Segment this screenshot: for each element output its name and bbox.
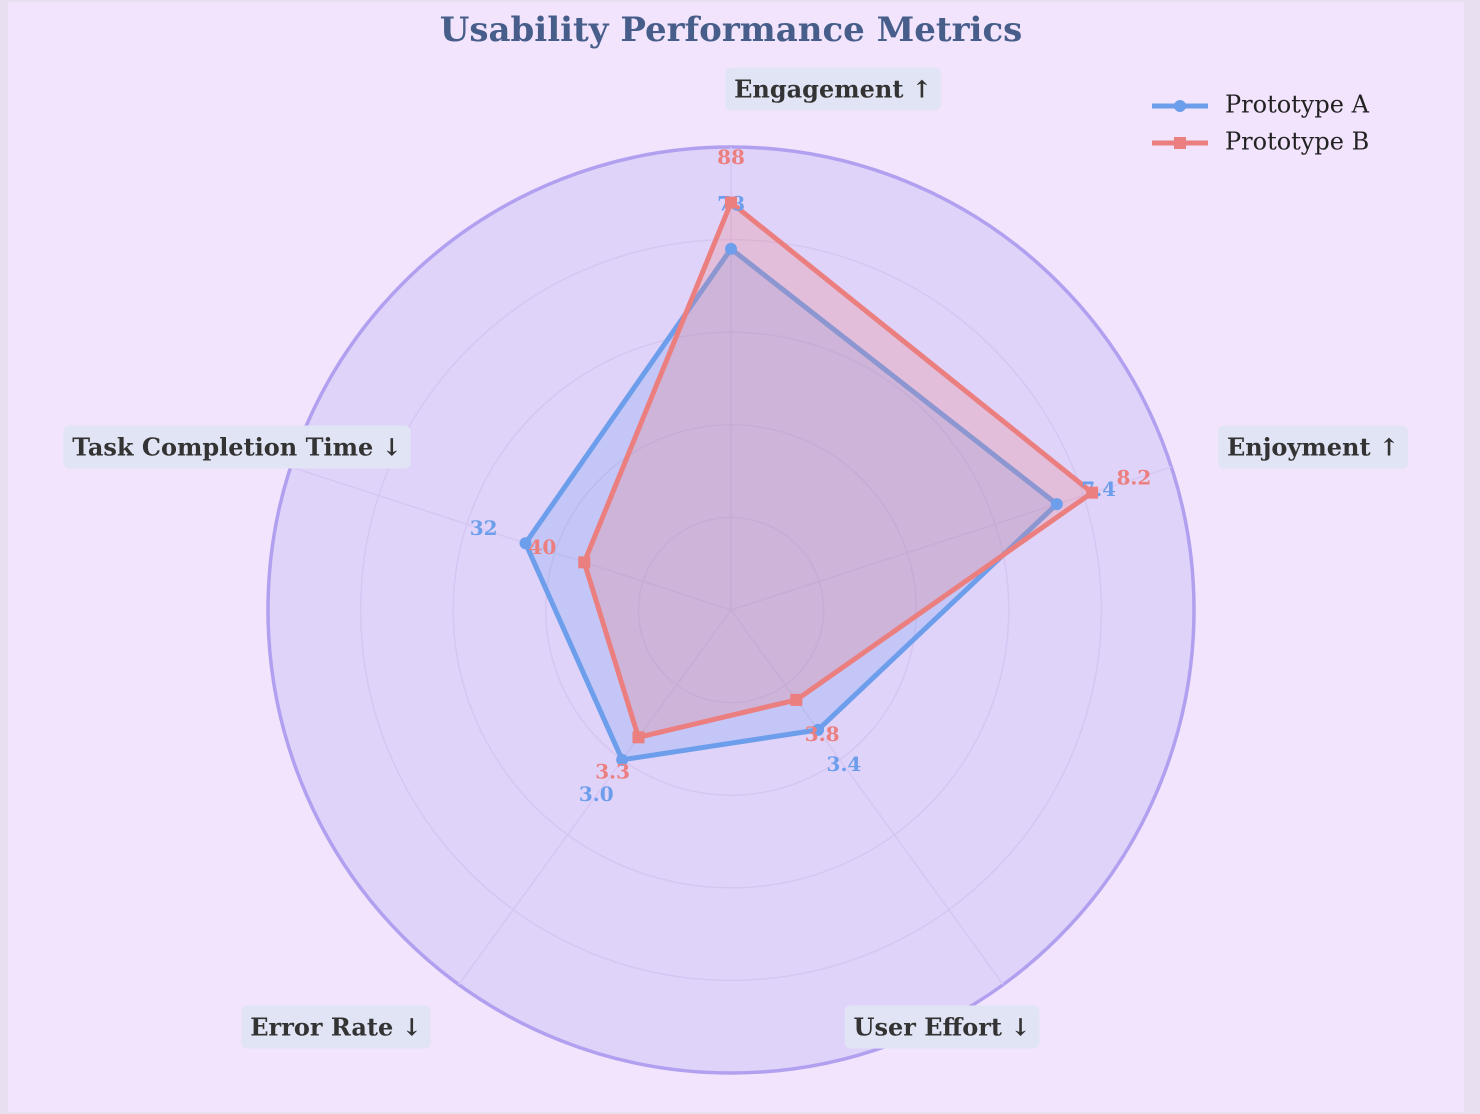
axis-label-group: Enjoyment ↑ [1217,425,1409,469]
axis-label-group: Engagement ↑ [725,67,941,111]
data-point [725,242,737,255]
data-point [519,537,532,550]
data-point [1050,498,1063,511]
axis-label-box [844,1005,1040,1049]
axis-label: Engagement ↑ [734,75,932,104]
value-label: 32 [470,516,498,540]
axis-label-group: Task Completion Time ↓ [63,425,411,469]
axis-spoke [458,609,732,986]
axis-label-box [1217,425,1409,469]
chart-title: Usability Performance Metrics [440,10,1023,50]
data-point [578,556,591,569]
axis-label-group: User Effort ↓ [844,1005,1040,1049]
data-point [1086,486,1099,499]
legend-label: Prototype A [1225,91,1370,119]
value-label: 40 [528,535,556,559]
series-area [584,202,1093,738]
series-line [581,200,1095,740]
axis-label: Enjoyment ↑ [1227,433,1399,462]
value-label: 88 [717,145,745,169]
data-point [632,731,645,744]
axis-spoke [730,609,1004,986]
axis-label-box [63,425,411,469]
data-point [616,753,629,766]
legend-marker [1174,100,1186,112]
data-point [725,196,737,209]
axis-label-box [241,1005,431,1049]
axis-label-box [725,67,941,111]
legend-marker [1174,137,1186,149]
value-label: 3.0 [579,782,614,806]
value-label: 3.4 [827,752,862,776]
axis-spoke [290,466,732,611]
value-label: 3.8 [805,722,840,746]
value-label: 3.3 [595,759,630,783]
legend-label: Prototype B [1225,128,1369,156]
data-point [790,693,803,706]
axis-label: Error Rate ↓ [250,1013,421,1042]
axis-label: User Effort ↓ [854,1013,1031,1042]
value-label: 8.2 [1117,466,1152,490]
series-line [523,246,1060,763]
axis-label-group: Error Rate ↓ [241,1005,431,1049]
data-point [812,723,825,736]
axis-label: Task Completion Time ↓ [72,433,401,462]
